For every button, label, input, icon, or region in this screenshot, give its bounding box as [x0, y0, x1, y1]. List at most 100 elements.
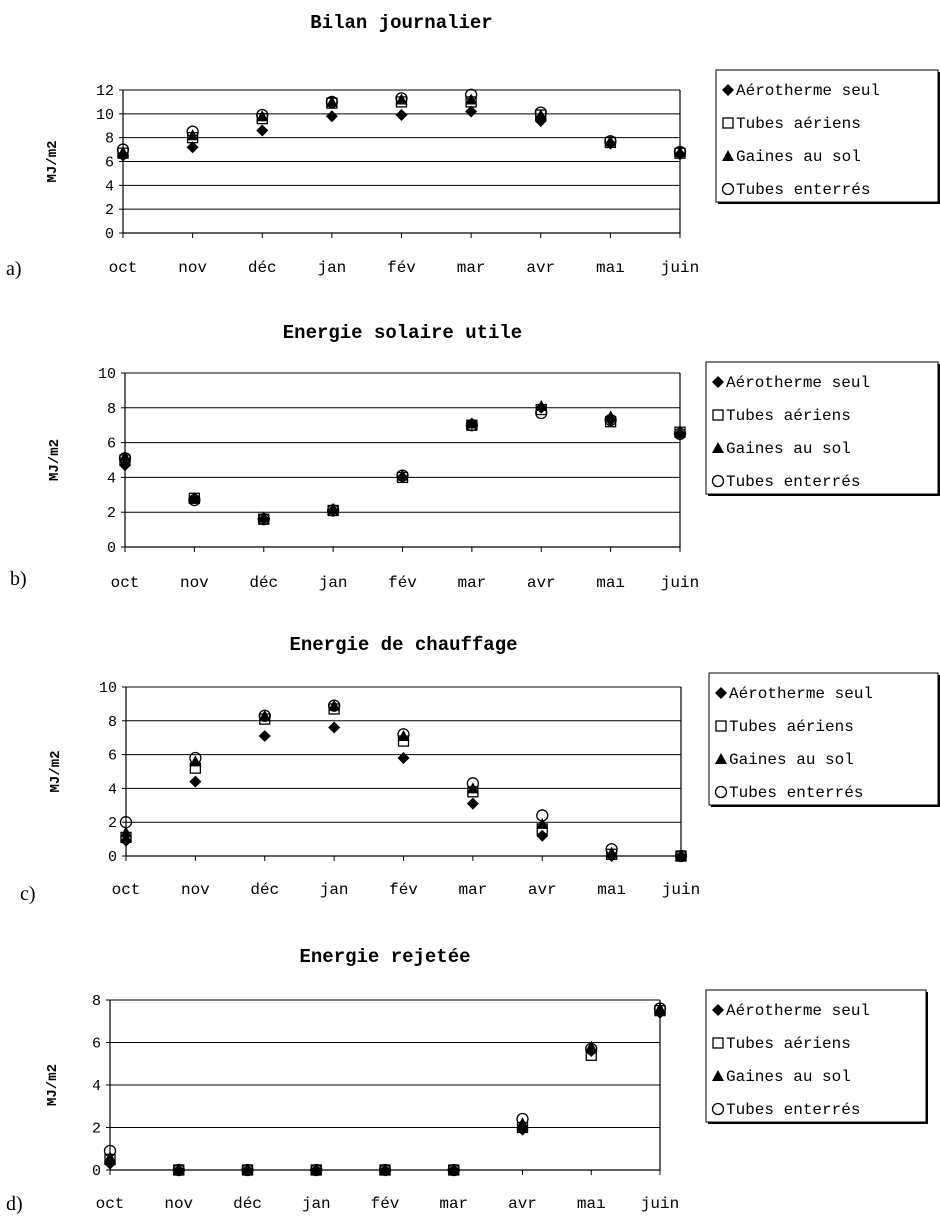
data-point-triangle: [379, 1164, 391, 1175]
legend-entry: Aérotherme seul: [726, 1002, 870, 1020]
data-point-triangle: [396, 469, 409, 481]
data-point-diamond: [189, 775, 202, 788]
panel-label: a): [6, 258, 22, 280]
data-point-triangle: [310, 1164, 323, 1175]
legend-marker-triangle: [712, 1070, 724, 1081]
legend-marker-diamond: [712, 376, 724, 388]
data-point-circle-open: [534, 106, 547, 119]
data-point-diamond: [186, 141, 199, 154]
legend-marker-diamond: [712, 1004, 724, 1016]
data-point-triangle: [447, 1164, 460, 1175]
x-tick-label: nov: [164, 1195, 193, 1213]
data-point-diamond: [258, 730, 271, 743]
legend-box: [705, 361, 939, 495]
data-point-diamond: [536, 829, 549, 842]
x-tick-label: oct: [111, 574, 140, 592]
data-point-triangle: [674, 426, 686, 438]
x-tick-label: juin: [661, 259, 699, 277]
data-point-circle-open: [325, 95, 339, 109]
legend-marker-circle-open: [711, 474, 725, 488]
data-point-circle-open: [604, 413, 617, 427]
data-point-triangle: [395, 93, 408, 105]
chart-1: Energie solaire utile 0 2 4 6 8 10 oct nov déc jan…: [10, 322, 940, 592]
data-point-circle-open: [395, 92, 408, 105]
chart-title: Bilan journalier: [310, 12, 492, 34]
legend-entry: Tubes aériens: [726, 407, 851, 425]
y-tick-label: 2: [108, 815, 117, 832]
y-tick-label: 10: [98, 366, 116, 383]
legend-marker-circle-open: [721, 182, 735, 196]
data-point-triangle: [258, 709, 271, 721]
data-point-triangle: [465, 417, 478, 429]
y-tick-label: 6: [107, 436, 116, 453]
y-tick-label: 10: [96, 107, 114, 124]
data-point-circle-open: [326, 504, 340, 517]
legend-marker-triangle: [715, 753, 727, 764]
data-point-circle-open: [118, 452, 132, 465]
data-point-triangle: [585, 1040, 598, 1052]
data-point-triangle: [674, 145, 686, 157]
legend-entry: Tubes aériens: [729, 718, 854, 736]
legend-entry: Aérotherme seul: [729, 685, 873, 703]
legend-marker-square-open: [722, 117, 734, 129]
data-point-circle-open: [258, 709, 271, 722]
x-tick-label: fév: [389, 881, 418, 899]
legend-marker-diamond: [722, 84, 734, 96]
legend-marker-triangle: [722, 150, 734, 161]
legend-entry: Gaines au sol: [729, 751, 854, 769]
y-tick-label: 0: [107, 540, 116, 557]
data-point-triangle: [189, 755, 202, 767]
x-tick-label: jan: [320, 881, 349, 899]
data-point-diamond: [397, 751, 410, 764]
data-point-diamond: [395, 109, 408, 122]
data-point-diamond: [328, 721, 341, 734]
data-point-circle-open: [673, 145, 687, 159]
legend-entry: Gaines au sol: [736, 148, 861, 166]
x-tick-label: nov: [181, 881, 210, 899]
data-point-circle-open: [604, 135, 617, 148]
legend-marker-triangle: [712, 442, 724, 453]
data-point-circle-open: [257, 513, 270, 526]
y-tick-label: 4: [105, 178, 114, 195]
x-tick-label: oct: [109, 259, 138, 277]
chart-0: Bilan journalier 0 2 4 6 8 10 12 oct nov déc jan fév…: [6, 12, 940, 280]
data-point-triangle: [172, 1164, 185, 1175]
legend-entry: Tubes enterrés: [726, 473, 860, 491]
legend-marker-circle-open: [711, 1102, 725, 1116]
legend-entry: Tubes aériens: [736, 115, 861, 133]
data-point-diamond: [325, 110, 338, 123]
chart-title: Energie rejetée: [299, 946, 470, 968]
data-point-circle-open: [535, 406, 548, 420]
legend-marker-square-open: [712, 1037, 724, 1049]
data-point-triangle: [604, 135, 617, 147]
data-point-triangle: [325, 95, 338, 107]
data-point-triangle: [675, 850, 687, 861]
legend-box: [708, 672, 939, 806]
data-point-triangle: [604, 410, 617, 422]
data-point-triangle: [241, 1164, 254, 1175]
data-point-diamond: [466, 797, 479, 810]
x-tick-label: jan: [317, 259, 346, 277]
data-point-circle-open: [103, 1144, 117, 1158]
data-point-triangle: [188, 492, 201, 504]
legend-entry: Tubes enterrés: [729, 784, 863, 802]
x-tick-label: mar: [457, 259, 486, 277]
x-tick-label: maı: [596, 259, 625, 277]
data-point-circle-open: [172, 1163, 185, 1177]
data-point-circle-open: [397, 728, 410, 741]
panel-label: b): [10, 568, 27, 590]
data-point-circle-open: [119, 816, 133, 829]
y-tick-label: 6: [92, 1036, 101, 1053]
x-tick-label: déc: [233, 1195, 262, 1213]
data-point-circle-open: [447, 1163, 460, 1177]
data-point-triangle: [466, 782, 479, 794]
data-point-triangle: [119, 450, 131, 462]
data-point-triangle: [327, 502, 340, 514]
legend-box: [715, 69, 939, 203]
data-point-circle-open: [605, 843, 618, 856]
chart-title: Energie de chauffage: [289, 634, 517, 656]
data-point-triangle: [257, 511, 270, 523]
x-tick-label: juin: [662, 881, 700, 899]
legend-box: [705, 989, 927, 1123]
